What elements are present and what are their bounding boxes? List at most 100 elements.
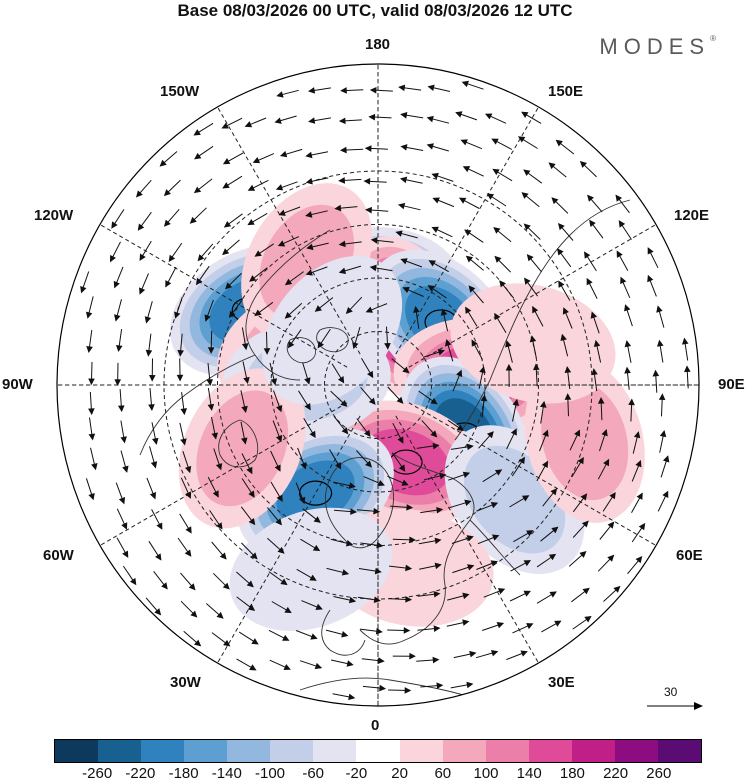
colorbar-tick-label: 180 [559,765,585,782]
reference-vector-label: 30 [664,685,678,699]
wind-vector-head [652,369,660,377]
wind-vector-head [149,492,157,500]
wind-vector-head [368,397,376,405]
wind-vector-head [155,553,162,561]
wind-vector-head [246,580,254,588]
wind-vector-head [593,339,601,348]
wind-vector-head [338,177,346,184]
wind-vector-head [111,221,118,229]
lon-label-120e: 120E [674,207,710,224]
wind-vector-head [587,194,594,202]
wind-vector-head [365,460,372,468]
wind-vector-head [113,280,120,289]
wind-vector-head [397,202,406,210]
wind-vector-head [580,493,588,501]
colorbar-tick-label: -220 [125,765,156,782]
colorbar-swatch [442,740,486,762]
wind-vector-head [276,494,283,502]
wind-vector-head [551,526,559,534]
wind-vector-head [574,429,581,437]
wind-vector-head [609,491,616,500]
wind-vector-head [557,222,565,231]
wind-vector-head [518,456,526,465]
wind-vector-head [589,219,596,227]
wind-vector-head [555,139,563,147]
map-boundary [56,63,700,707]
colorbar-swatch [141,740,185,762]
wind-vector-head [432,197,440,204]
wind-vector-head [334,462,342,470]
wind-vector-head [406,504,414,511]
wind-vector-head [109,254,116,263]
wind-vector-head [275,184,284,191]
wind-vector-head [541,460,549,469]
wind-vector-head [479,366,486,374]
wind-vector-head [122,465,129,473]
wind-vector-head [398,464,406,472]
wind-vector-head [542,429,549,437]
wind-vector-head [150,461,158,469]
wind-vector-head [427,285,435,292]
wind-vector-head [377,657,385,664]
wind-vector-head [193,129,201,136]
wind-vector-head [341,630,349,638]
wind-vector-head [277,240,286,247]
wind-vector-head [299,496,306,505]
wind-vector-head [658,393,666,401]
wind-vector-head [532,305,539,314]
wind-vector-head [129,577,137,586]
wind-vector-head [309,574,317,581]
wind-vector-head [222,248,230,256]
wind-vector-head [558,280,565,288]
wind-vector-head [505,340,512,348]
wind-vector-head [400,258,408,265]
wind-vector-head [409,536,416,544]
wind-vector-head [426,143,434,150]
wind-vector-head [494,469,503,476]
coastlines [139,199,631,701]
lon-label-30w: 30W [170,674,201,691]
wind-vector-head [465,306,472,314]
wind-vector-head [582,587,590,595]
wind-vector-head [370,237,378,244]
brand-mark: ® [710,34,716,43]
wind-vector-head [628,398,635,406]
wind-vector-head [484,113,493,120]
wind-vector-head [348,693,356,701]
wind-vector-head [248,490,255,498]
wind-vector-head [263,348,271,355]
wind-vector-head [365,306,373,313]
wind-vector-head [207,347,215,354]
wind-vector-head [284,606,292,614]
wind-vector-head [195,277,203,286]
wind-vector-head [492,168,500,176]
wind-vector-head [194,152,202,160]
wind-vector-head [464,229,472,236]
wind-vector-head [248,518,256,526]
colorbar-swatch [528,740,572,762]
brand-name: MODES [599,34,711,59]
wind-vector-head [373,596,381,604]
wind-vector-head [340,399,348,407]
wind-vector-head [367,370,374,379]
wind-vector-head [549,591,557,598]
colorbar-swatch [657,740,701,762]
wind-vector-head [241,405,248,413]
wind-vector-head [314,305,322,312]
wind-vector-head [490,502,499,509]
wind-vector-head [455,111,463,118]
wind-vector-head [222,158,231,165]
wind-vector-head [401,479,409,486]
wind-vector-head [635,459,642,468]
wind-vector-head [88,408,95,416]
wind-vector-head [88,433,96,441]
reference-vector-head [694,702,703,710]
wind-vector-head [306,243,314,251]
wind-vector-head [460,139,468,146]
wind-vector-head [517,136,526,143]
wind-vector-head [579,160,588,168]
colorbar-tick-label: -60 [302,765,325,782]
wind-vector-head [363,178,371,185]
wind-vector-head [91,463,98,471]
wind-vector-head [151,437,159,445]
